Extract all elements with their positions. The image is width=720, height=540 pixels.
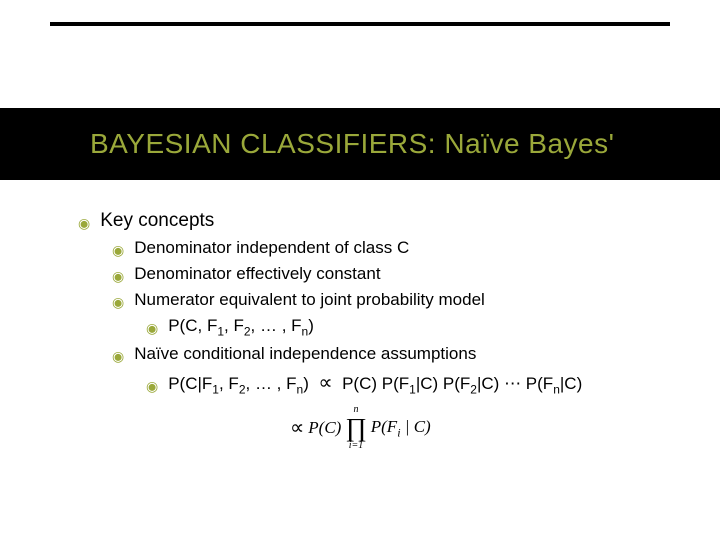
kc-item-text: Numerator equivalent to joint probabilit… [134,290,485,310]
subscript: 1 [409,383,416,397]
content-area: ◉ Key concepts ◉ Denominator independent… [78,210,670,451]
bullet-icon: ◉ [112,269,124,283]
kc-item: ◉ Denominator effectively constant [112,264,670,284]
subscript: 1 [212,383,219,397]
subscript: 2 [239,383,246,397]
formula-text: P(F [371,417,397,436]
formula-text: P(C) [308,419,341,436]
subscript: n [553,383,560,397]
proportional-symbol: ∝ [318,372,332,394]
formula-text: , … , F [246,374,297,393]
kc-item-text: Naïve conditional independence assumptio… [134,344,476,364]
formula-text: P(C|F [168,374,212,393]
bullet-icon: ◉ [112,349,124,363]
subscript: 2 [244,324,251,338]
kc-heading-row: ◉ Key concepts [78,210,670,232]
product-symbol-stack: n ∏ i=1 [345,405,366,451]
formula-text: |C) [560,374,582,393]
formula-text: |C) [477,374,499,393]
formula-text: |C) P(F [416,374,470,393]
slide-title: BAYESIAN CLASSIFIERS: Naïve Bayes' [90,128,614,160]
subscript: 2 [470,383,477,397]
bullet-icon: ◉ [78,216,90,230]
kc-item: ◉ Naïve conditional independence assumpt… [112,344,670,364]
formula-text: P(C, F [168,316,217,335]
kc-item: ◉ Numerator equivalent to joint probabil… [112,290,670,310]
product-formula-row: ∝ P(C) n ∏ i=1 P(Fi | C) [290,405,431,451]
formula-text: , F [219,374,239,393]
kc-heading: Key concepts [100,210,214,232]
kc-item-text: Denominator independent of class C [134,238,409,258]
proportional-symbol: ∝ [290,418,304,438]
formula-text: ) [308,316,314,335]
joint-formula: P(C, F1, F2, … , Fn) [168,316,314,338]
joint-formula-row: ◉ P(C, F1, F2, … , Fn) [146,316,670,338]
ellipsis: ⋯ [504,374,521,393]
product-term: P(Fi | C) [371,418,431,438]
cond-formula-row: ◉ P(C|F1, F2, … , Fn) ∝ P(C) P(F1|C) P(F… [146,370,670,396]
formula-text: P(C) P(F [342,374,409,393]
formula-text: , … , F [251,316,302,335]
product-symbol: ∏ [345,415,366,441]
bullet-icon: ◉ [146,321,158,335]
formula-text: | C) [401,417,431,436]
product-lower: i=1 [349,441,364,451]
subscript: 1 [217,324,224,338]
kc-item: ◉ Denominator independent of class C [112,238,670,258]
title-bar: BAYESIAN CLASSIFIERS: Naïve Bayes' [0,108,720,180]
cond-formula: P(C|F1, F2, … , Fn) ∝ P(C) P(F1|C) P(F2|… [168,370,582,396]
bullet-icon: ◉ [112,243,124,257]
decorative-top-stripe [50,22,670,26]
formula-text: P(F [526,374,553,393]
bullet-icon: ◉ [146,379,158,393]
formula-text: ) [303,374,309,393]
formula-text: , F [224,316,244,335]
kc-item-text: Denominator effectively constant [134,264,380,284]
bullet-icon: ◉ [112,295,124,309]
